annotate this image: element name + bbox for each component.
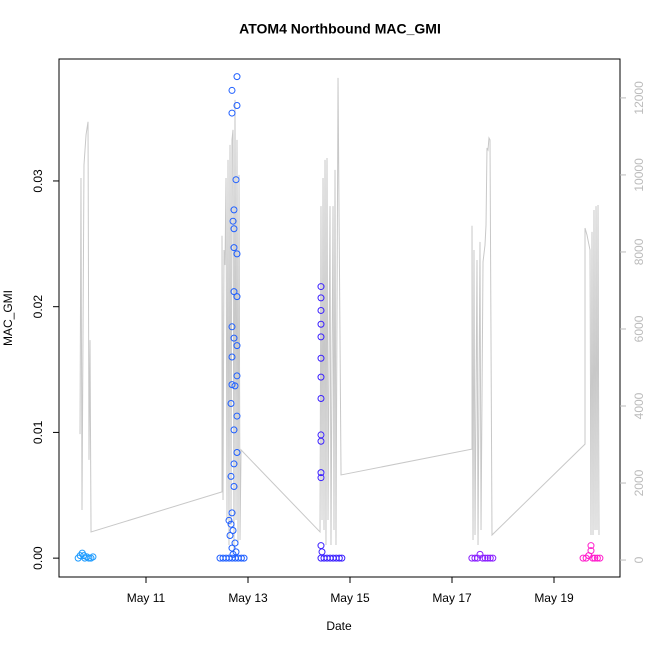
- y2-tick-label: 0: [632, 556, 646, 563]
- data-point: [317, 474, 325, 482]
- data-point: [338, 554, 346, 562]
- data-point: [228, 323, 236, 331]
- data-point: [335, 554, 343, 562]
- data-point: [481, 554, 489, 562]
- data-point: [228, 86, 236, 94]
- data-point: [587, 542, 595, 550]
- y2-tick-label: 6000: [632, 315, 646, 342]
- data-point: [233, 73, 241, 81]
- y-tick-label: 0.02: [31, 295, 45, 319]
- y-tick-label: 0.03: [31, 169, 45, 193]
- data-point: [228, 509, 236, 517]
- data-point: [317, 437, 325, 445]
- data-point: [317, 542, 325, 550]
- data-point: [230, 288, 238, 296]
- data-point: [233, 293, 241, 301]
- data-point: [317, 373, 325, 381]
- data-point: [317, 469, 325, 477]
- data-point: [317, 354, 325, 362]
- data-point: [317, 394, 325, 402]
- data-point: [484, 554, 492, 562]
- data-point: [318, 548, 326, 556]
- data-point: [471, 554, 479, 562]
- data-point: [230, 334, 238, 342]
- data-point: [579, 554, 587, 562]
- data-point: [233, 412, 241, 420]
- data-point: [232, 176, 240, 184]
- data-point: [231, 382, 239, 390]
- data-point: [229, 550, 237, 558]
- data-point: [226, 532, 234, 540]
- data-point: [317, 320, 325, 328]
- x-tick-label: May 17: [432, 591, 472, 605]
- data-point: [228, 353, 236, 361]
- y2-tick-label: 4000: [632, 392, 646, 419]
- data-point: [233, 449, 241, 457]
- data-point: [240, 554, 248, 562]
- data-point: [85, 554, 93, 562]
- chart-title: ATOM4 Northbound MAC_GMI: [239, 21, 441, 37]
- data-point: [317, 333, 325, 341]
- data-point: [89, 553, 97, 561]
- data-point: [237, 554, 245, 562]
- data-point: [225, 516, 233, 524]
- x-tick-label: May 15: [330, 591, 370, 605]
- data-point: [589, 554, 597, 562]
- y2-tick-label: 10000: [632, 158, 646, 192]
- y2-tick-label: 2000: [632, 469, 646, 496]
- data-point: [231, 539, 239, 547]
- x-tick-label: May 19: [534, 591, 574, 605]
- data-point: [317, 306, 325, 314]
- data-point: [233, 250, 241, 258]
- data-point: [587, 547, 595, 555]
- data-point: [227, 472, 235, 480]
- data-point: [227, 399, 235, 407]
- data-point: [229, 217, 237, 225]
- data-point: [230, 206, 238, 214]
- data-point: [233, 372, 241, 380]
- data-point: [317, 283, 325, 291]
- data-point: [486, 554, 494, 562]
- data-point: [317, 431, 325, 439]
- x-tick-label: May 13: [228, 591, 268, 605]
- data-point: [230, 225, 238, 233]
- data-point: [230, 426, 238, 434]
- data-point: [228, 109, 236, 117]
- y2-tick-label: 8000: [632, 238, 646, 265]
- line-series: [79, 77, 600, 551]
- data-point: [229, 526, 237, 534]
- data-point: [230, 482, 238, 490]
- y-tick-label: 0.01: [31, 420, 45, 444]
- data-point: [317, 294, 325, 302]
- data-point: [593, 554, 601, 562]
- data-point: [230, 460, 238, 468]
- x-tick-label: May 11: [127, 591, 166, 605]
- data-point: [230, 244, 238, 252]
- data-point: [596, 554, 604, 562]
- data-point: [233, 102, 241, 110]
- y-axis-label: MAC_GMI: [1, 290, 15, 346]
- data-point: [489, 554, 497, 562]
- x-axis-label: Date: [326, 619, 352, 633]
- plot-frame: [58, 58, 621, 578]
- data-point: [233, 342, 241, 350]
- data-point: [479, 554, 487, 562]
- y-tick-label: 0.00: [31, 546, 45, 570]
- data-point: [591, 554, 599, 562]
- y2-tick-label: 12000: [632, 81, 646, 115]
- data-point: [227, 520, 235, 528]
